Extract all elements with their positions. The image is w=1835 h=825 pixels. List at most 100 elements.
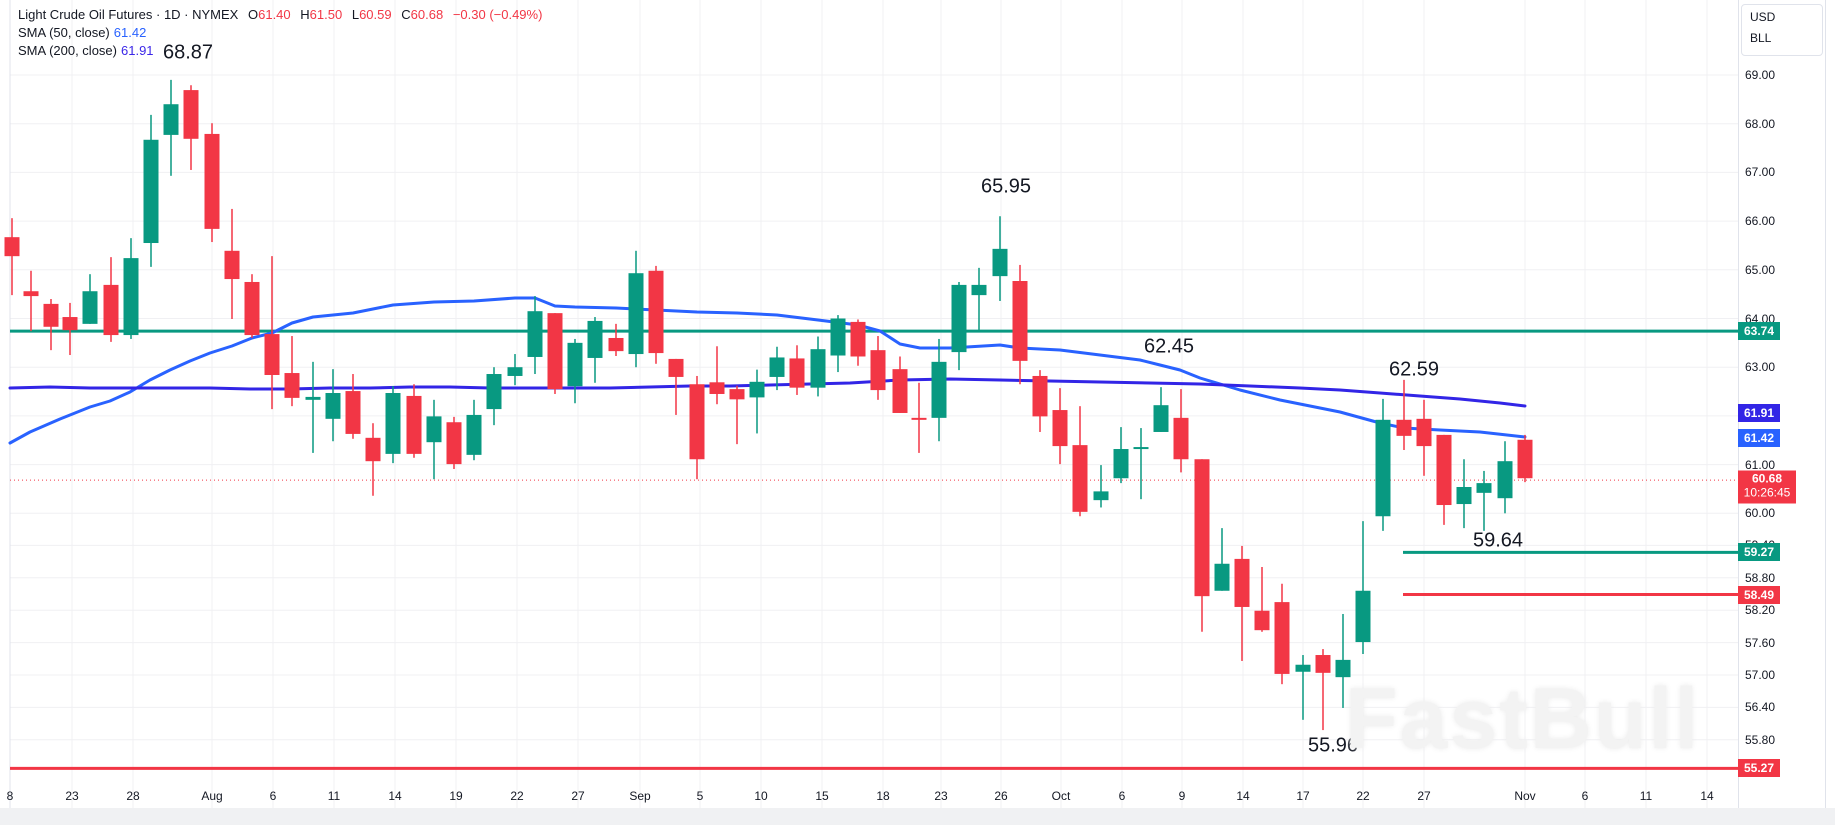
- candle-down[interactable]: [284, 373, 300, 398]
- candle-up[interactable]: [1093, 491, 1109, 501]
- candle-down[interactable]: [264, 334, 280, 375]
- candle-up[interactable]: [1456, 487, 1472, 505]
- candle-down[interactable]: [1234, 558, 1250, 607]
- candle-down[interactable]: [224, 250, 240, 280]
- candle-down[interactable]: [1012, 281, 1028, 361]
- candle-up[interactable]: [1153, 405, 1169, 432]
- candle-down[interactable]: [870, 350, 886, 391]
- candle-down[interactable]: [789, 358, 805, 388]
- x-axis-label: 6: [269, 789, 277, 803]
- candle-up[interactable]: [1214, 563, 1230, 591]
- candle-down[interactable]: [23, 291, 39, 297]
- x-axis-label: Sep: [629, 789, 651, 803]
- candle-up[interactable]: [992, 248, 1008, 277]
- y-axis-label: 57.00: [1745, 668, 1776, 682]
- candle-up[interactable]: [971, 284, 987, 296]
- candle-down[interactable]: [204, 133, 220, 229]
- candle-down[interactable]: [892, 369, 908, 413]
- symbol-row: Light Crude Oil Futures · 1D · NYMEX O61…: [18, 6, 542, 24]
- candle-up[interactable]: [466, 414, 482, 455]
- sma200-line[interactable]: [8, 377, 1527, 408]
- candle-down[interactable]: [1396, 419, 1412, 436]
- low-value: 60.59: [359, 7, 392, 22]
- candle-down[interactable]: [183, 90, 199, 139]
- sma50-line[interactable]: [8, 296, 1527, 445]
- symbol-title[interactable]: Light Crude Oil Futures · 1D · NYMEX: [18, 7, 239, 22]
- candle-up[interactable]: [305, 396, 321, 400]
- candle-down[interactable]: [709, 382, 725, 394]
- candle-up[interactable]: [325, 393, 341, 419]
- candle-up[interactable]: [527, 311, 543, 357]
- candle-down[interactable]: [1072, 445, 1088, 512]
- price-annotation: 65.95: [980, 175, 1032, 198]
- candle-up[interactable]: [486, 374, 502, 410]
- sma-value-tag: 61.91: [1738, 404, 1780, 422]
- y-axis-label: 56.40: [1745, 700, 1776, 715]
- candle-down[interactable]: [689, 384, 705, 460]
- candle-up[interactable]: [1133, 447, 1149, 450]
- candle-up[interactable]: [143, 139, 159, 244]
- candle-down[interactable]: [62, 317, 78, 331]
- price-annotation: 55.96: [1307, 734, 1359, 757]
- candle-down[interactable]: [1315, 655, 1331, 673]
- candle-up[interactable]: [931, 361, 947, 418]
- candle-up[interactable]: [507, 367, 523, 376]
- candle-down[interactable]: [1416, 418, 1432, 447]
- candle-up[interactable]: [1295, 664, 1311, 672]
- candle-up[interactable]: [82, 291, 98, 324]
- unit-label: BLL: [1750, 31, 1772, 45]
- candle-up[interactable]: [426, 416, 442, 443]
- candle-down[interactable]: [446, 422, 462, 465]
- right-edge-divider: [1825, 0, 1826, 808]
- candle-up[interactable]: [1497, 461, 1513, 499]
- sma200-row[interactable]: SMA (200, close) 61.91: [18, 42, 542, 60]
- candle-down[interactable]: [365, 437, 381, 462]
- candle-up[interactable]: [1335, 659, 1351, 678]
- candle-down[interactable]: [103, 284, 119, 336]
- candle-down[interactable]: [1254, 610, 1270, 631]
- candle-up[interactable]: [1476, 483, 1492, 493]
- candle-down[interactable]: [608, 337, 624, 352]
- candle-down[interactable]: [244, 281, 260, 336]
- candle-down[interactable]: [1173, 417, 1189, 460]
- x-axis-label: 6: [1118, 789, 1126, 803]
- candle-down[interactable]: [345, 391, 361, 434]
- candle-up[interactable]: [628, 273, 644, 355]
- candle-up[interactable]: [951, 284, 967, 353]
- sma50-row[interactable]: SMA (50, close) 61.42: [18, 24, 542, 42]
- candle-down[interactable]: [547, 313, 563, 390]
- candle-down[interactable]: [406, 395, 422, 454]
- candle-up[interactable]: [749, 381, 765, 398]
- x-axis-label: 28: [126, 789, 140, 803]
- candle-up[interactable]: [163, 104, 179, 135]
- candle-down[interactable]: [729, 389, 745, 400]
- currency-label: USD: [1750, 10, 1776, 24]
- candle-down[interactable]: [1517, 439, 1533, 479]
- candle-up[interactable]: [567, 342, 583, 387]
- candle-up[interactable]: [1355, 590, 1371, 643]
- candle-down[interactable]: [4, 237, 20, 257]
- y-axis-label: 69.00: [1745, 68, 1776, 82]
- candle-down[interactable]: [850, 321, 866, 357]
- candle-up[interactable]: [123, 258, 139, 336]
- x-axis-label: 14: [1700, 789, 1714, 803]
- candle-down[interactable]: [43, 303, 59, 327]
- candle-up[interactable]: [587, 320, 603, 358]
- candle-down[interactable]: [1194, 459, 1210, 597]
- x-axis-label: 6: [1581, 789, 1589, 803]
- candle-up[interactable]: [830, 318, 846, 356]
- candle-down[interactable]: [1052, 410, 1068, 447]
- candle-down[interactable]: [1436, 434, 1452, 506]
- candle-up[interactable]: [1113, 449, 1129, 479]
- candle-down[interactable]: [911, 417, 927, 420]
- candle-up[interactable]: [810, 349, 826, 388]
- candle-up[interactable]: [1375, 419, 1391, 517]
- candle-down[interactable]: [668, 358, 684, 377]
- candle-down[interactable]: [1032, 375, 1048, 417]
- candle-up[interactable]: [769, 357, 785, 377]
- currency-unit-selector[interactable]: USD BLL: [1741, 4, 1823, 56]
- candle-up[interactable]: [385, 393, 401, 454]
- candle-down[interactable]: [648, 270, 664, 354]
- candle-down[interactable]: [1274, 602, 1290, 674]
